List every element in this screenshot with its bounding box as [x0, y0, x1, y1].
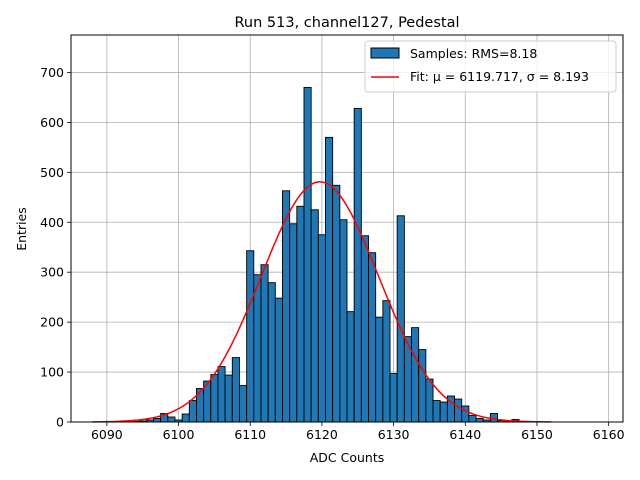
histogram-bar: [152, 418, 162, 423]
plot-frame: [70, 34, 624, 423]
histogram-bar: [274, 297, 283, 423]
histogram-bar: [325, 136, 334, 423]
y-tick-label: 400: [40, 215, 64, 230]
histogram-bar: [368, 252, 377, 423]
histogram-bar: [489, 413, 498, 423]
histogram-bar: [167, 416, 176, 423]
histogram-bar: [432, 400, 441, 423]
histogram-bar: [210, 374, 219, 423]
y-tick-label: 300: [40, 265, 64, 280]
y-tick-label: 600: [40, 115, 64, 130]
y-axis-label: Entries: [14, 207, 29, 251]
chart-title: Run 513, channel127, Pedestal: [234, 15, 459, 31]
histogram-bar: [303, 86, 312, 423]
histogram-bar: [267, 282, 276, 423]
histogram-bar: [217, 366, 226, 423]
histogram-bar: [439, 401, 448, 423]
x-tick-label: 6120: [306, 427, 338, 442]
histogram-bar: [353, 107, 362, 423]
histogram-bar: [289, 223, 298, 423]
legend: Samples: RMS=8.18 Fit: μ = 6119.717, σ =…: [364, 40, 617, 93]
histogram-bar: [360, 235, 369, 423]
histogram-bar: [382, 300, 391, 423]
legend-fit-label: Fit: μ = 6119.717, σ = 8.193: [410, 69, 589, 84]
histogram-bar: [454, 398, 463, 423]
histogram-bar: [246, 250, 255, 423]
histogram-bar: [375, 316, 384, 423]
histogram-bar: [475, 418, 484, 423]
histogram-bar: [231, 357, 240, 423]
histogram-bar: [389, 373, 398, 423]
histogram-bar: [425, 378, 434, 423]
histogram-bar: [282, 190, 291, 423]
histogram-bar: [461, 405, 470, 423]
histogram-bar: [339, 219, 348, 423]
histogram-bar: [418, 349, 427, 423]
histogram-bar: [253, 274, 262, 423]
y-tick-label: 200: [40, 315, 64, 330]
legend-samples-swatch: [370, 47, 400, 59]
histogram-bar: [260, 264, 269, 423]
histogram-bar: [346, 311, 355, 423]
histogram-bar: [317, 234, 326, 423]
histogram-bar: [239, 385, 248, 423]
x-tick-label: 6100: [163, 427, 195, 442]
histogram-bar: [188, 400, 197, 423]
y-tick-label: 100: [40, 365, 64, 380]
y-tick-label: 500: [40, 165, 64, 180]
x-axis-ticks: 6090 6100 6110 6120 6130 6140 6150 6160: [91, 422, 625, 442]
x-axis-label: ADC Counts: [310, 450, 385, 465]
histogram-bar: [396, 215, 405, 423]
x-tick-label: 6150: [521, 427, 553, 442]
histogram-bar: [310, 209, 319, 423]
histogram-bar: [181, 413, 190, 423]
histogram-bar: [296, 205, 305, 423]
legend-samples-label: Samples: RMS=8.18: [410, 46, 537, 61]
gaussian-fit-curve: [92, 181, 552, 423]
x-tick-label: 6130: [378, 427, 410, 442]
y-axis-ticks: 0 100 200 300 400 500 600 700: [40, 65, 71, 430]
x-tick-label: 6140: [449, 427, 481, 442]
x-tick-label: 6160: [593, 427, 625, 442]
legend-box: [364, 40, 617, 93]
y-tick-label: 0: [56, 415, 64, 430]
histogram-bars: [131, 86, 520, 423]
x-tick-label: 6090: [91, 427, 123, 442]
histogram-bar: [332, 184, 341, 423]
histogram-bar: [224, 374, 233, 423]
x-tick-label: 6110: [234, 427, 266, 442]
y-tick-label: 700: [40, 65, 64, 80]
histogram-bar: [468, 415, 477, 423]
histogram-bar: [411, 327, 420, 423]
